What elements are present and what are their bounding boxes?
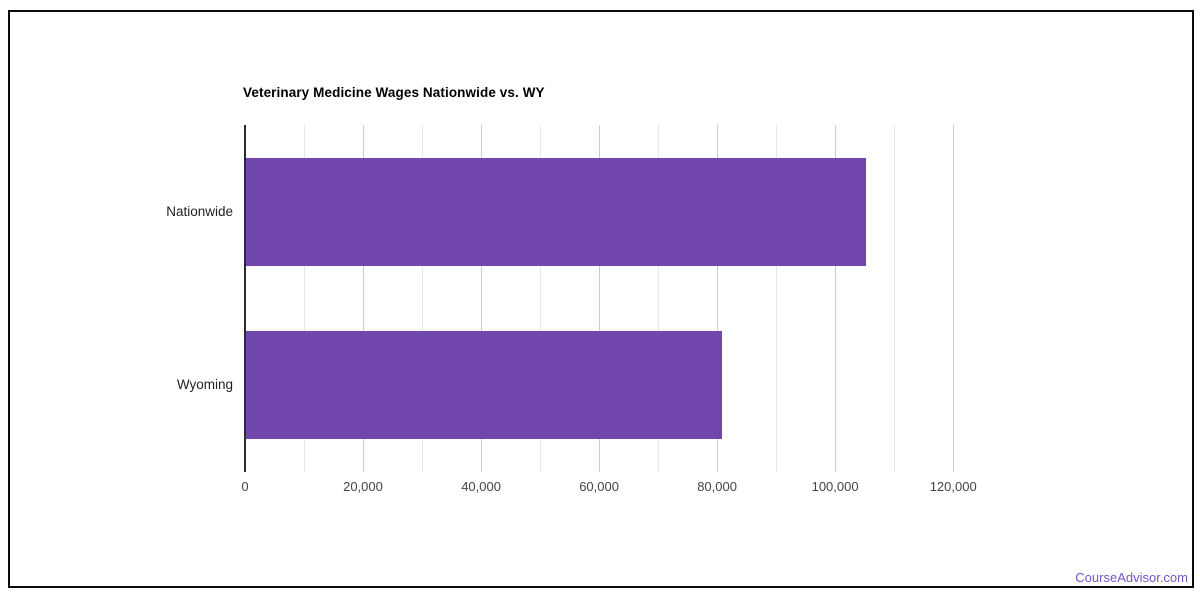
major-gridline-100000 xyxy=(835,125,837,472)
minor-gridline-70000 xyxy=(658,125,660,472)
bar-nationwide[interactable] xyxy=(246,157,866,266)
y-axis-line xyxy=(244,125,246,472)
x-tick-label-100000: 100,000 xyxy=(811,479,859,494)
major-gridline-40000 xyxy=(481,125,483,472)
major-gridline-20000 xyxy=(363,125,364,472)
x-tick-label-0: 0 xyxy=(241,479,249,494)
x-tick-label-40000: 40,000 xyxy=(461,479,501,494)
chart-title: Veterinary Medicine Wages Nationwide vs.… xyxy=(243,85,545,100)
minor-gridline-110000 xyxy=(894,125,896,472)
minor-gridline-10000 xyxy=(304,125,305,472)
major-gridline-80000 xyxy=(717,125,719,472)
plot-area xyxy=(244,125,1011,472)
x-tick-label-60000: 60,000 xyxy=(579,479,619,494)
x-tick-label-120000: 120,000 xyxy=(929,479,977,494)
category-label-wyoming: Wyoming xyxy=(176,377,233,393)
x-tick-label-80000: 80,000 xyxy=(697,479,737,494)
chart-frame xyxy=(8,10,1194,588)
major-gridline-120000 xyxy=(953,125,955,472)
bar-wyoming[interactable] xyxy=(246,331,722,440)
major-gridline-60000 xyxy=(599,125,601,472)
x-tick-label-20000: 20,000 xyxy=(343,479,383,494)
minor-gridline-50000 xyxy=(540,125,542,472)
courseadvisor-link[interactable]: CourseAdvisor.com xyxy=(1075,570,1188,585)
minor-gridline-90000 xyxy=(776,125,778,472)
minor-gridline-30000 xyxy=(422,125,423,472)
category-label-nationwide: Nationwide xyxy=(166,203,233,219)
